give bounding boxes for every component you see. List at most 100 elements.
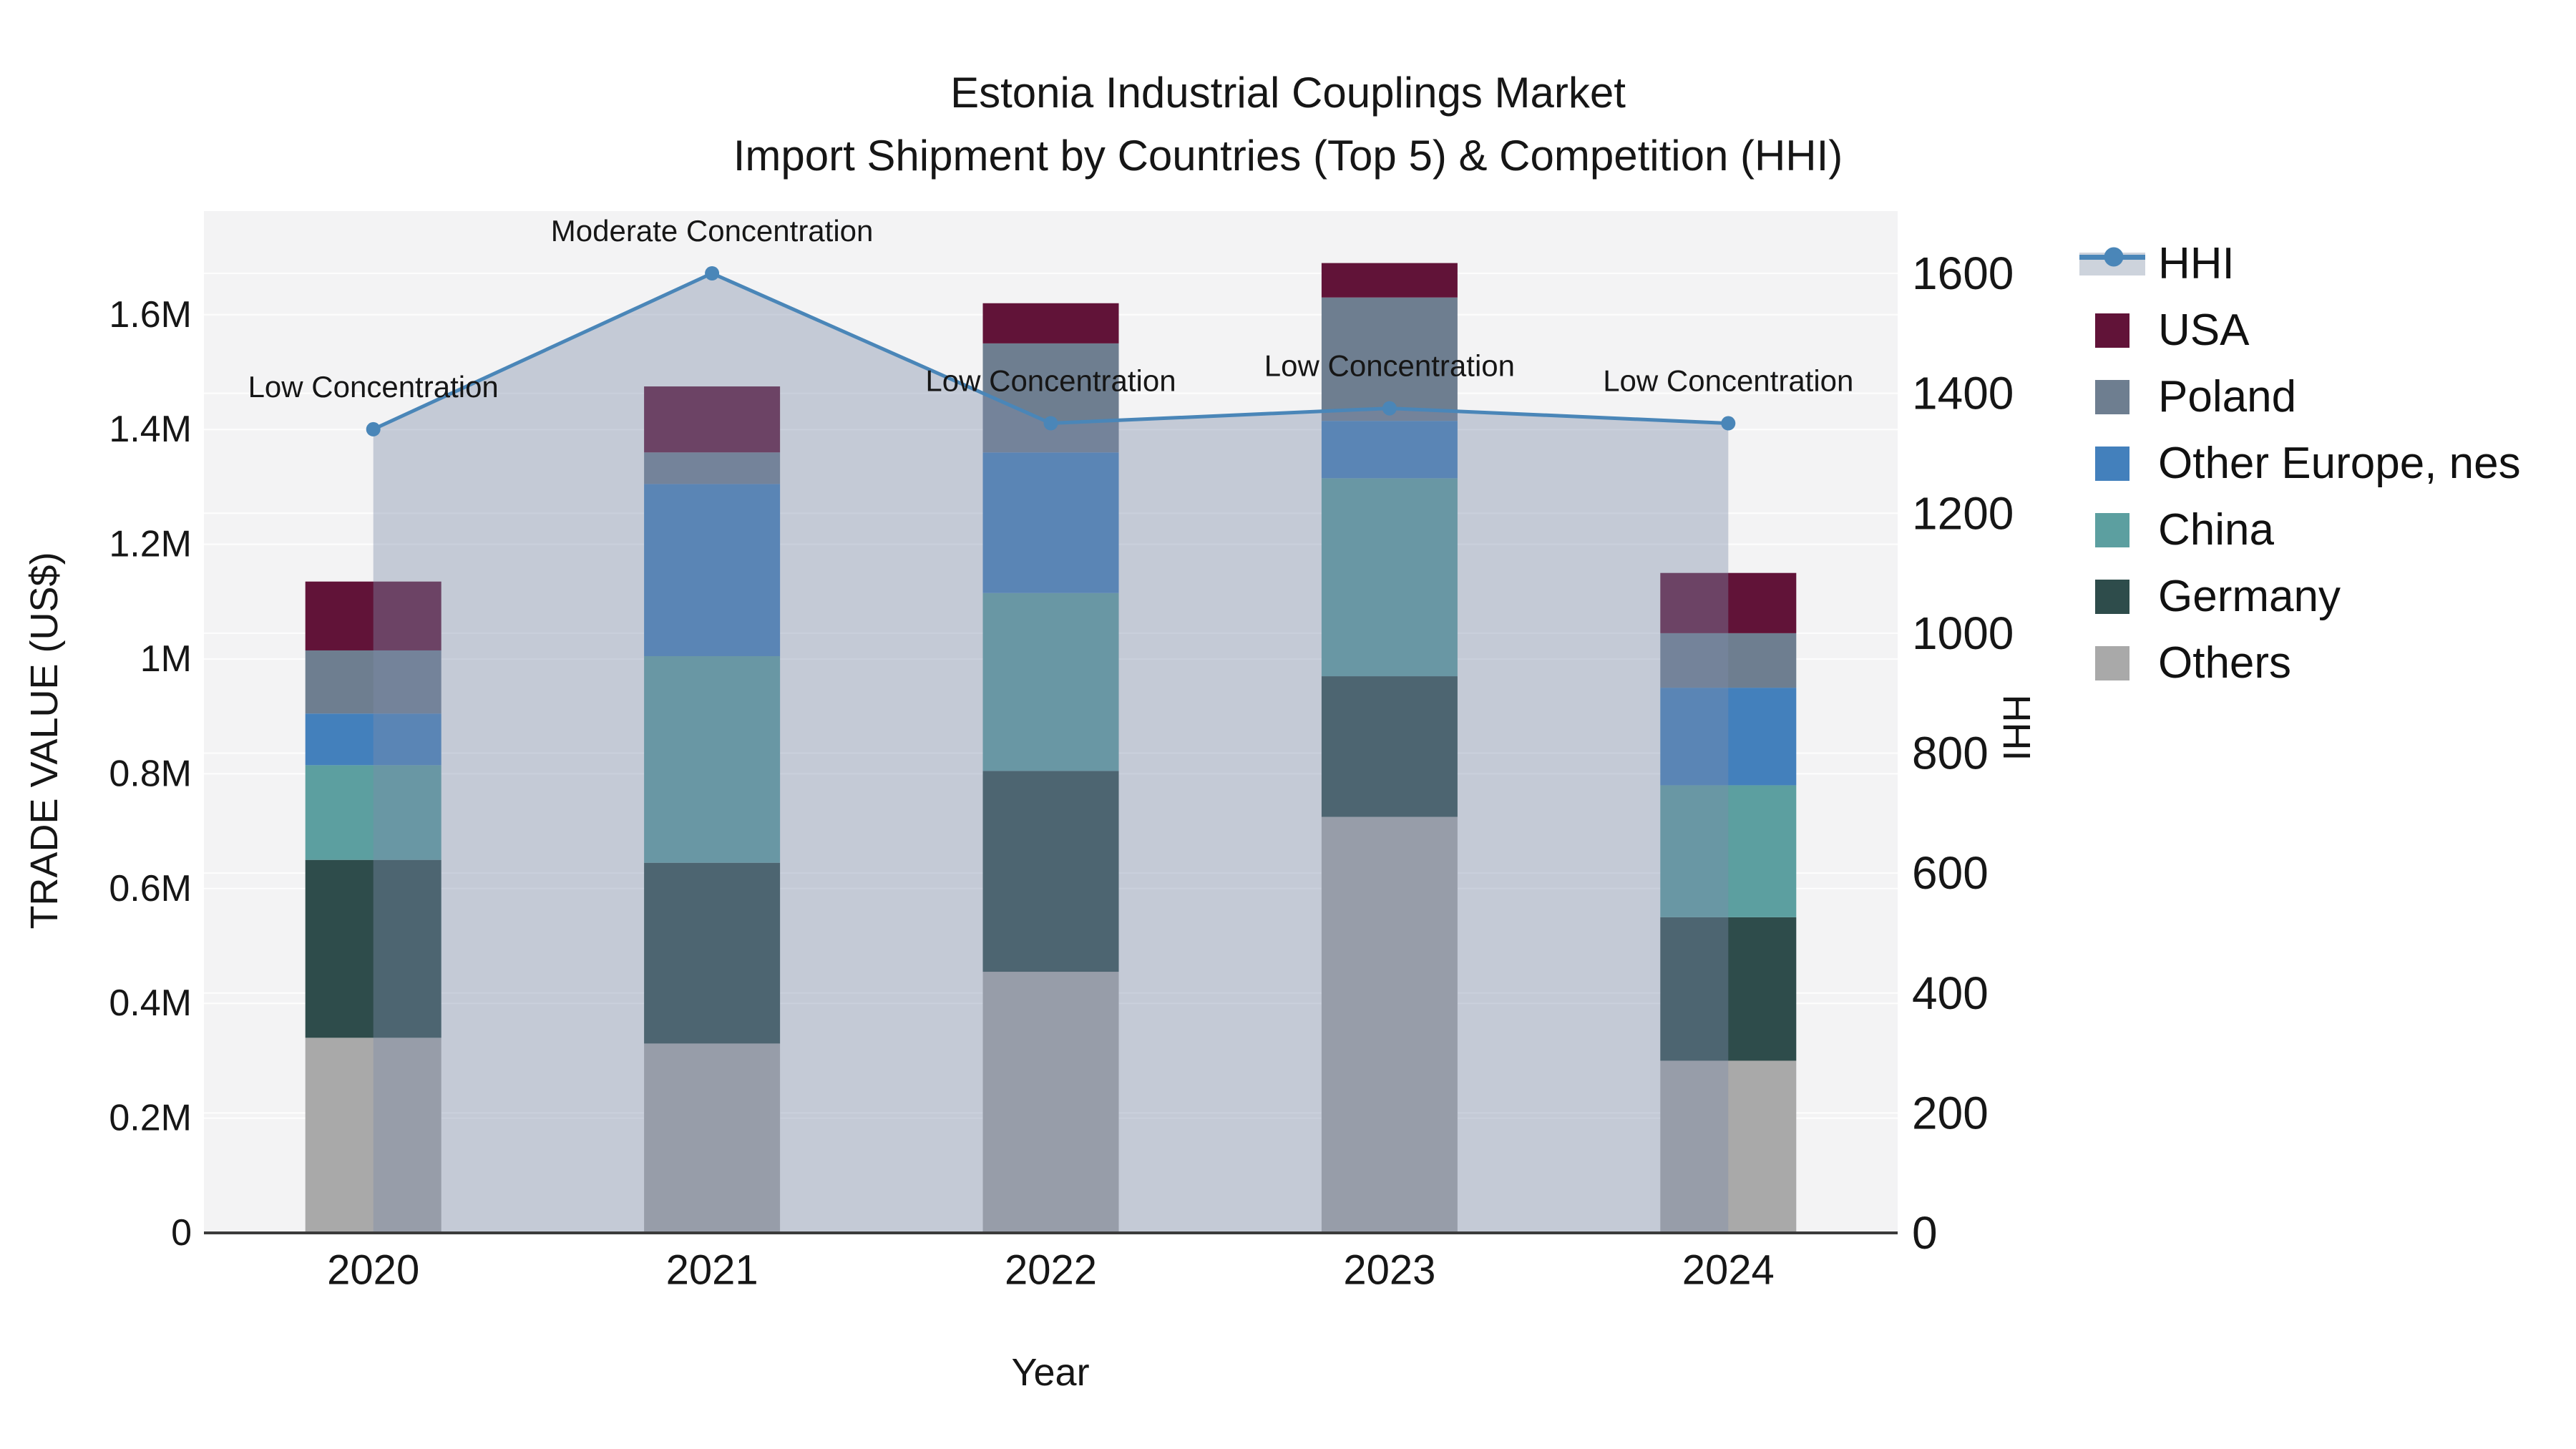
bar-segment-usa-2021[interactable] <box>644 386 781 453</box>
bar-segment-usa-2024[interactable] <box>1660 572 1797 633</box>
color-swatch <box>2095 446 2129 481</box>
bar-segment-other-europe-nes-2023[interactable] <box>1321 421 1458 479</box>
legend-label: HHI <box>2158 239 2235 288</box>
legend-label: China <box>2158 505 2274 555</box>
bar-segment-others-2021[interactable] <box>644 1043 781 1233</box>
legend-item-usa[interactable]: USA <box>2079 297 2521 364</box>
bar-segment-china-2024[interactable] <box>1660 785 1797 917</box>
color-swatch <box>2095 313 2129 348</box>
legend-swatch-icon <box>2079 497 2148 563</box>
hhi-point-2021[interactable] <box>705 266 720 280</box>
legend-item-poland[interactable]: Poland <box>2079 364 2521 430</box>
annotation-2024: Low Concentration <box>1603 364 1853 398</box>
bar-segment-germany-2020[interactable] <box>305 859 441 1038</box>
hhi-point-2024[interactable] <box>1721 416 1736 431</box>
chart-title-line1: Estonia Industrial Couplings Market <box>950 69 1626 117</box>
legend-label: Poland <box>2158 372 2297 421</box>
bar-segment-poland-2020[interactable] <box>305 650 441 714</box>
color-swatch <box>2095 645 2129 680</box>
x-tick-label-2023: 2023 <box>1343 1247 1435 1294</box>
annotation-2020: Low Concentration <box>248 370 499 404</box>
y2-tick-label: 600 <box>1912 847 1989 899</box>
bar-segment-germany-2024[interactable] <box>1660 917 1797 1061</box>
bar-segment-poland-2022[interactable] <box>982 343 1119 453</box>
hhi-line-swatch-icon <box>2079 230 2148 297</box>
bar-segment-other-europe-nes-2020[interactable] <box>305 713 441 766</box>
annotation-2023: Low Concentration <box>1264 349 1515 383</box>
y-tick-label: 0.2M <box>109 1098 192 1139</box>
bar-segment-germany-2023[interactable] <box>1321 676 1458 817</box>
hhi-point-2020[interactable] <box>366 421 381 436</box>
bar-segment-other-europe-nes-2021[interactable] <box>644 484 781 656</box>
legend-swatch-icon <box>2079 364 2148 430</box>
y2-tick-label: 1600 <box>1912 248 2014 299</box>
bar-segment-poland-2023[interactable] <box>1321 297 1458 421</box>
legend-swatch-icon <box>2079 430 2148 497</box>
chart-title-line2: Import Shipment by Countries (Top 5) & C… <box>733 132 1843 180</box>
legend: HHI USA Poland Other Europe, nes China German… <box>2079 230 2521 696</box>
legend-item-germany[interactable]: Germany <box>2079 563 2521 630</box>
color-swatch <box>2095 379 2129 414</box>
bar-segment-others-2023[interactable] <box>1321 816 1458 1233</box>
bar-segment-others-2020[interactable] <box>305 1038 441 1233</box>
annotation-2021: Moderate Concentration <box>551 214 874 248</box>
legend-item-hhi[interactable]: HHI <box>2079 230 2521 297</box>
bar-segment-germany-2022[interactable] <box>982 771 1119 972</box>
y-tick-label: 0.4M <box>109 982 192 1024</box>
legend-item-other-europe-nes[interactable]: Other Europe, nes <box>2079 430 2521 497</box>
legend-label: USA <box>2158 306 2250 355</box>
y2-tick-label: 1400 <box>1912 368 2014 419</box>
y-tick-label: 1.6M <box>109 294 192 336</box>
x-tick-label-2020: 2020 <box>327 1247 419 1294</box>
y2-tick-label: 0 <box>1912 1207 1938 1259</box>
y-tick-label: 0.6M <box>109 868 192 909</box>
legend-swatch-icon <box>2079 630 2148 696</box>
bar-segment-usa-2022[interactable] <box>982 303 1119 343</box>
y2-tick-label: 800 <box>1912 728 1989 779</box>
bar-segment-other-europe-nes-2022[interactable] <box>982 452 1119 593</box>
legend-label: Others <box>2158 638 2292 688</box>
y-tick-label: 0.8M <box>109 753 192 794</box>
bar-segment-china-2023[interactable] <box>1321 478 1458 677</box>
y2-tick-label: 1000 <box>1912 608 2014 659</box>
bar-segment-poland-2024[interactable] <box>1660 633 1797 688</box>
bar-segment-other-europe-nes-2024[interactable] <box>1660 688 1797 786</box>
x-tick-label-2022: 2022 <box>1005 1247 1097 1294</box>
legend-item-others[interactable]: Others <box>2079 630 2521 696</box>
y2-tick-label: 400 <box>1912 967 1989 1019</box>
y-tick-label: 1.2M <box>109 524 192 565</box>
x-tick-label-2021: 2021 <box>666 1247 758 1294</box>
x-axis-title: Year <box>1011 1351 1090 1394</box>
hhi-point-2023[interactable] <box>1382 401 1397 416</box>
annotation-2022: Low Concentration <box>925 364 1176 398</box>
legend-item-china[interactable]: China <box>2079 497 2521 563</box>
legend-swatch-icon <box>2079 297 2148 364</box>
y-tick-label: 1M <box>140 638 192 680</box>
y2-tick-label: 1200 <box>1912 487 2014 539</box>
bar-segment-china-2022[interactable] <box>982 592 1119 771</box>
x-tick-label-2024: 2024 <box>1682 1247 1775 1294</box>
bar-segment-poland-2021[interactable] <box>644 452 781 484</box>
chart-title: Estonia Industrial Couplings Market Impo… <box>0 62 2576 187</box>
color-swatch <box>2095 579 2129 614</box>
y-tick-label: 0 <box>171 1212 192 1254</box>
color-swatch <box>2095 512 2129 547</box>
legend-label: Germany <box>2158 572 2341 621</box>
bar-segment-usa-2020[interactable] <box>305 581 441 650</box>
legend-label: Other Europe, nes <box>2158 439 2521 488</box>
y2-tick-label: 200 <box>1912 1087 1989 1138</box>
hhi-point-2022[interactable] <box>1043 416 1058 431</box>
legend-swatch-icon <box>2079 563 2148 630</box>
bar-segment-germany-2021[interactable] <box>644 862 781 1044</box>
bar-segment-others-2022[interactable] <box>982 972 1119 1233</box>
bar-segment-china-2020[interactable] <box>305 765 441 860</box>
hhi-marker-glyph <box>2104 247 2124 266</box>
bar-segment-others-2024[interactable] <box>1660 1060 1797 1233</box>
y-tick-label: 1.4M <box>109 409 192 450</box>
hhi-area-fill <box>373 273 1729 1233</box>
bar-segment-usa-2023[interactable] <box>1321 263 1458 298</box>
y-axis-title: TRADE VALUE (US$) <box>23 552 66 930</box>
bar-segment-china-2021[interactable] <box>644 655 781 863</box>
